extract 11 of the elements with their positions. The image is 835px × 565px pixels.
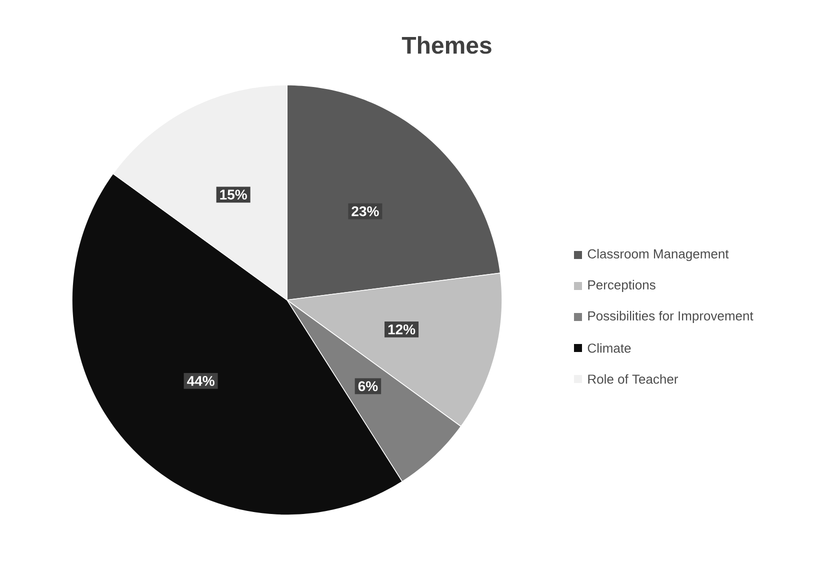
legend-label: Perceptions xyxy=(588,280,656,292)
data-label: 6% xyxy=(358,381,378,392)
data-label: 23% xyxy=(352,206,379,216)
legend-label: Possibilities for Improvement xyxy=(588,310,754,324)
data-label: 44% xyxy=(187,376,214,386)
legend-label: Climate xyxy=(588,343,631,353)
data-label: 15% xyxy=(220,190,247,200)
legend-label: Role of Teacher xyxy=(588,374,678,384)
chart-title: Themes xyxy=(402,36,492,54)
legend-label: Classroom Management xyxy=(588,248,729,262)
data-label: 12% xyxy=(388,324,416,334)
